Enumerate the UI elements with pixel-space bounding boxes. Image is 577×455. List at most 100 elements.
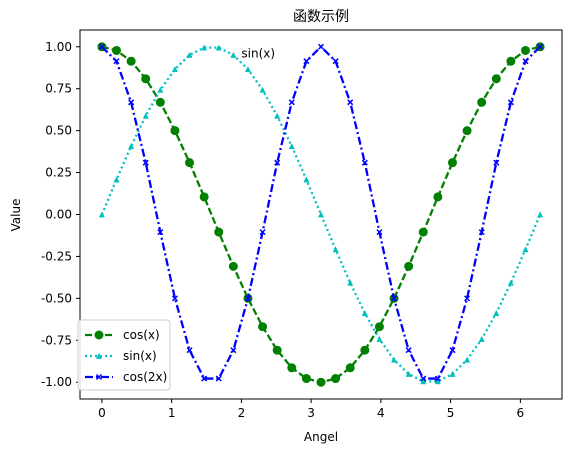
data-point [288,143,295,150]
chart-title: 函数示例 [293,9,349,25]
data-point [405,370,412,377]
x-tick-label: 3 [307,406,315,420]
data-point [259,86,266,93]
data-point [478,229,485,236]
data-point [477,97,487,107]
x-tick-label: 2 [238,406,246,420]
data-point [493,159,500,166]
data-point [274,159,281,166]
data-point [449,370,456,377]
data-point [449,347,456,354]
data-point [376,229,383,236]
data-point [506,56,516,66]
data-point [113,58,120,65]
data-point [361,159,368,166]
data-point [94,330,104,340]
data-point [318,211,325,218]
data-point [507,279,514,286]
data-point [98,43,105,50]
data-point [272,345,282,355]
data-point [142,159,149,166]
data-point [113,176,120,183]
data-point [301,374,311,384]
y-tick-label: -0.75 [41,333,72,347]
data-point [420,375,427,382]
data-point [303,58,310,65]
data-point [316,377,326,387]
data-point [259,229,266,236]
series-sin-x [98,44,544,385]
legend-entry: sin(x) [85,349,157,363]
data-point [360,345,370,355]
data-point [128,143,135,150]
data-point [522,58,529,65]
data-point [98,211,105,218]
data-point [317,43,325,50]
data-point [157,86,164,93]
data-point [507,99,514,106]
y-tick-label: 0.75 [45,82,72,96]
data-point [522,246,529,253]
data-point [493,309,500,316]
data-point [215,375,222,382]
data-point [171,66,178,73]
data-point [491,74,501,84]
x-tick-label: 1 [168,406,176,420]
y-tick-label: 0.00 [45,208,72,222]
data-point [95,352,103,359]
data-point [464,295,471,302]
data-point [420,378,427,385]
data-point [347,99,354,106]
legend-label: cos(2x) [123,370,167,384]
legend-entry: cos(2x) [85,370,167,384]
x-axis-label: Angel [304,430,338,444]
data-point [230,51,237,58]
data-point [391,356,398,363]
data-point [287,363,297,373]
data-point [157,229,164,236]
data-point [332,246,339,253]
y-tick-label: -0.25 [41,249,72,263]
data-point [478,335,485,342]
x-tick-label: 0 [98,406,106,420]
data-point [521,45,531,55]
x-tick-label: 6 [517,406,525,420]
data-point [244,66,251,73]
data-point [244,295,252,302]
data-point [228,261,238,271]
y-axis-label: Value [9,199,23,232]
data-point [376,335,383,342]
series-cos-x [97,42,545,387]
data-point [274,112,281,119]
data-point [374,322,384,332]
data-point [230,347,237,354]
data-point [418,227,428,237]
data-point [170,126,180,136]
data-point [434,378,441,385]
data-point [199,192,209,202]
x-tick-label: 5 [447,406,455,420]
data-point [303,176,310,183]
legend-entry: cos(x) [85,328,160,342]
data-point [141,74,151,84]
y-tick-label: 1.00 [45,40,72,54]
data-point [201,375,208,382]
data-point [155,97,165,107]
data-point [126,56,136,66]
data-point [95,373,103,381]
data-point [128,99,135,106]
data-point [201,44,208,51]
data-point [462,126,472,136]
x-tick-label: 4 [377,406,385,420]
data-point [537,43,544,50]
data-point [347,279,354,286]
y-tick-label: 0.25 [45,166,72,180]
data-point [405,347,412,354]
y-tick-label: -1.00 [41,375,72,389]
data-point [215,44,222,51]
data-point [258,322,268,332]
data-point [345,363,355,373]
annotation-label: sin(x) [241,46,275,60]
legend: cos(x) sin(x) cos(2x) [77,319,171,391]
